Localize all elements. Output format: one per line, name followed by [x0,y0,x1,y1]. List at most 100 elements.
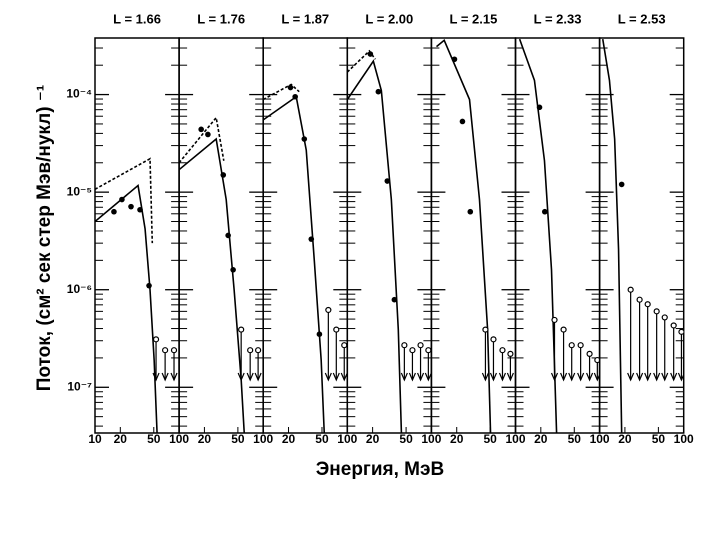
plot-area [95,157,178,433]
plot-area [263,83,348,433]
upper-limit-point [551,316,558,324]
data-point [137,206,143,213]
upper-limit-arrow [408,372,416,382]
upper-limit-arrow [416,372,425,382]
data-point [467,208,474,215]
upper-limit-point [661,314,668,321]
upper-limit-point [586,350,593,357]
upper-limit-arrow [424,372,432,382]
upper-limit-arrow [237,372,245,382]
x-tick-label: 20 [114,432,128,446]
upper-limit-arrow [670,372,678,382]
panel-frame [94,37,180,434]
upper-limit-point [577,342,584,349]
data-point [308,236,315,242]
upper-limit-point [170,347,178,354]
model-curve [347,59,403,433]
data-point [220,172,227,178]
x-tick-label: 50 [568,432,582,446]
upper-limit-arrow [489,372,498,382]
data-point [198,126,204,133]
data-point [367,51,374,57]
upper-limit-arrow [560,372,568,382]
x-tick-label: 100 [590,432,610,446]
model-curve [263,95,326,433]
data-point [301,136,308,142]
data-point [459,118,466,125]
x-tick-label: 20 [198,432,212,446]
plot-area [518,38,600,433]
upper-limit-point [417,342,424,349]
upper-limit-arrow [550,372,559,382]
upper-limit-point [162,347,169,354]
x-tick-label: 50 [399,432,413,446]
upper-limit-point [238,326,245,333]
upper-limit-arrow [644,372,652,382]
upper-limit-point [653,308,660,315]
data-point [225,232,231,239]
x-tick-label: 50 [652,432,666,446]
upper-limit-point [594,356,600,364]
upper-limit-arrow [152,372,160,382]
upper-limit-point [670,322,677,329]
upper-limit-arrow [400,372,408,382]
data-point [292,93,298,100]
upper-limit-arrow [246,372,254,382]
x-tick-label: 20 [282,432,296,446]
data-point [618,181,625,188]
plot-area [435,38,514,433]
x-tick-label: 20 [450,432,464,446]
upper-limit-arrow [340,372,348,382]
data-point [316,331,323,337]
data-point [146,282,152,289]
data-point [541,208,548,215]
upper-limit-arrow [161,372,169,382]
x-tick-label: 50 [315,432,329,446]
upper-limit-arrow [677,372,684,382]
panel-title: L = 1.66 [113,11,161,26]
model-curve [435,38,492,433]
x-tick-label: 50 [147,432,161,446]
model-curve [179,137,246,433]
upper-limit-point [482,326,489,333]
upper-limit-point [678,328,684,335]
x-tick-label: 20 [366,432,380,446]
x-tick-label: 10 [88,432,102,446]
plot-area [601,39,684,433]
data-point [391,296,398,303]
upper-limit-arrow [498,372,507,382]
upper-limit-point [152,336,160,343]
x-tick-label: 100 [505,432,525,446]
y-tick-label: 10⁻⁵ [67,184,92,198]
upper-limit-arrow [332,372,340,382]
upper-limit-arrow [586,372,594,382]
upper-limit-point [490,336,497,343]
x-axis-label: Энергия, МэВ [316,459,444,480]
plot-area [347,49,432,433]
x-tick-label: 100 [674,432,694,446]
data-point [375,88,382,95]
y-axis-label: Поток, (см² сек стер Мэв/нукл) ⁻¹ [34,85,55,391]
upper-limit-point [247,347,254,354]
upper-limit-arrow [324,372,332,382]
y-tick-label: 10⁻⁷ [67,379,92,393]
panel-title: L = 1.87 [281,11,329,26]
panel-frame [262,37,349,434]
upper-limit-arrow [254,372,262,382]
y-tick-label: 10⁻⁶ [67,282,92,296]
panel-title: L = 2.00 [365,11,413,26]
model-curve [518,38,558,433]
x-tick-label: 100 [253,432,273,446]
upper-limit-arrow [577,372,585,382]
data-point [451,56,458,63]
data-point [287,84,294,91]
panel-title: L = 2.15 [450,11,498,26]
x-tick-label: 100 [337,432,357,446]
upper-limit-point [325,306,332,314]
model-curve-dashed [95,157,154,244]
upper-limit-point [425,347,432,354]
x-tick-label: 50 [484,432,498,446]
upper-limit-point [255,347,262,354]
upper-limit-point [627,286,634,293]
upper-limit-point [401,342,408,349]
